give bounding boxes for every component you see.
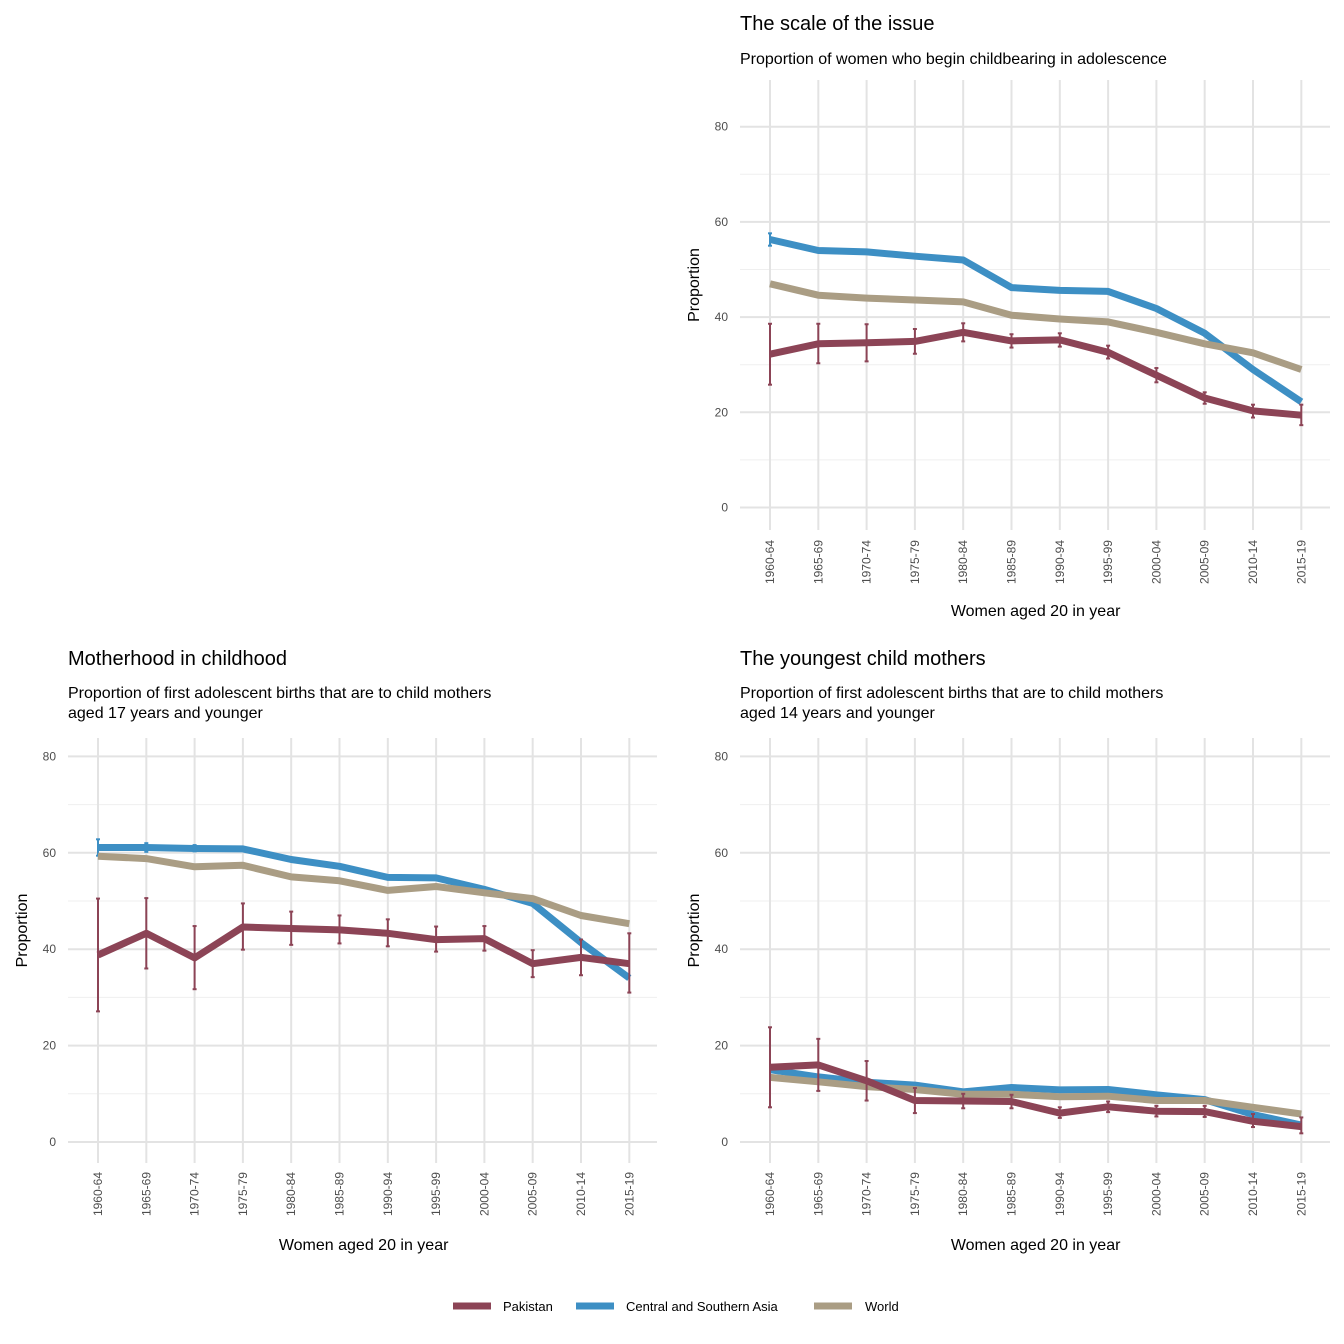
series-world: [769, 280, 1303, 373]
y-tick-label: 60: [715, 215, 729, 229]
x-tick-label: 2010-14: [574, 1172, 588, 1216]
y-tick-label: 20: [43, 1039, 57, 1053]
x-tick-label: 2015-19: [622, 1172, 636, 1216]
series-pakistan: [768, 1026, 1304, 1135]
x-tick-label: 1990-94: [1053, 1172, 1067, 1216]
x-tick-label: 1975-79: [908, 540, 922, 584]
series-line: [769, 1073, 1302, 1118]
chart-subtitle: Proportion of first adolescent births th…: [740, 685, 1163, 702]
x-tick-label: 2015-19: [1294, 540, 1308, 584]
grid: [740, 738, 1330, 1163]
x-tick-label: 1970-74: [860, 1172, 874, 1216]
panel-scale-of-issue: 0 20 40 60 80 1960-64 1965-69 1970-74 1975-79 198…: [686, 13, 1330, 620]
x-tick-label: 1985-89: [1005, 540, 1019, 584]
series-line: [98, 844, 632, 981]
y-tick-label: 0: [721, 1135, 728, 1149]
series-line: [769, 328, 1302, 419]
x-tick-label: 1960-64: [763, 540, 777, 584]
series-world: [769, 1073, 1302, 1118]
x-tick-label: 1995-99: [1101, 540, 1115, 584]
x-axis-title: Women aged 20 in year: [951, 1237, 1121, 1254]
legend-label: World: [865, 1299, 899, 1314]
chart-subtitle: Proportion of women who begin childbeari…: [740, 51, 1167, 68]
x-tick-label: 2015-19: [1294, 1172, 1308, 1216]
y-tick-label: 80: [715, 120, 729, 134]
y-axis-title: Proportion: [14, 894, 31, 968]
y-axis-title: Proportion: [686, 894, 703, 968]
x-tick-label: 1990-94: [1053, 540, 1067, 584]
legend-label: Central and Southern Asia: [626, 1299, 779, 1314]
x-tick-label: 1985-89: [333, 1172, 347, 1216]
x-tick-label: 1965-69: [811, 540, 825, 584]
legend: Pakistan Central and Southern Asia World: [453, 1299, 899, 1314]
y-tick-label: 80: [715, 749, 729, 763]
x-tick-label: 2000-04: [1149, 540, 1163, 584]
series-line: [769, 1061, 1302, 1131]
x-tick-label: 2005-09: [1198, 540, 1212, 584]
x-tick-label: 1995-99: [429, 1172, 443, 1216]
y-tick-label: 40: [715, 310, 729, 324]
x-tick-label: 2005-09: [526, 1172, 540, 1216]
y-tick-label: 0: [49, 1135, 56, 1149]
y-tick-label: 60: [43, 846, 57, 860]
x-tick-label: 2010-14: [1246, 540, 1260, 584]
series-central-and-southern-asia: [768, 232, 1304, 405]
y-tick-label: 0: [721, 501, 728, 515]
x-tick-label: 1980-84: [284, 1172, 298, 1216]
series-pakistan: [768, 322, 1304, 427]
chart-title: The scale of the issue: [740, 13, 935, 35]
x-axis-title: Women aged 20 in year: [279, 1237, 449, 1254]
x-tick-label: 1970-74: [188, 1172, 202, 1216]
x-tick-label: 2000-04: [477, 1172, 491, 1216]
y-tick-label: 40: [715, 942, 729, 956]
chart-title: Motherhood in childhood: [68, 648, 287, 670]
x-tick-label: 1975-79: [908, 1172, 922, 1216]
panel-youngest-child-mothers: 0 20 40 60 80 1960-64 1965-69 1970-74 1975-79 198…: [686, 648, 1330, 1254]
y-axis-title: Proportion: [686, 248, 703, 322]
legend-label: Pakistan: [503, 1299, 553, 1314]
y-tick-label: 40: [43, 942, 57, 956]
x-tick-label: 1965-69: [811, 1172, 825, 1216]
x-tick-label: 2000-04: [1149, 1172, 1163, 1216]
series-line: [97, 852, 630, 928]
x-tick-label: 1960-64: [763, 1172, 777, 1216]
chart-subtitle: aged 17 years and younger: [68, 705, 263, 722]
chart-title: The youngest child mothers: [740, 648, 986, 670]
x-tick-label: 1980-84: [956, 1172, 970, 1216]
x-tick-label: 1990-94: [381, 1172, 395, 1216]
x-tick-label: 1995-99: [1101, 1172, 1115, 1216]
x-tick-label: 2010-14: [1246, 1172, 1260, 1216]
series-line: [769, 236, 1304, 405]
chart-subtitle: aged 14 years and younger: [740, 705, 935, 722]
y-tick-label: 20: [715, 1039, 729, 1053]
x-tick-label: 1965-69: [139, 1172, 153, 1216]
x-tick-label: 1970-74: [860, 540, 874, 584]
y-tick-label: 80: [43, 749, 57, 763]
panel-motherhood-in-childhood: 0 20 40 60 80 1960-64 1965-69 1970-74 1975-79 198…: [14, 648, 657, 1254]
series-pakistan: [96, 897, 632, 1013]
series-line: [96, 923, 630, 968]
y-tick-label: 60: [715, 846, 729, 860]
x-tick-label: 1960-64: [91, 1172, 105, 1216]
chart-subtitle: Proportion of first adolescent births th…: [68, 685, 491, 702]
series-central-and-southern-asia: [96, 838, 632, 981]
x-tick-label: 1975-79: [236, 1172, 250, 1216]
x-tick-label: 2005-09: [1198, 1172, 1212, 1216]
grid: [740, 80, 1330, 530]
x-axis-title: Women aged 20 in year: [951, 603, 1121, 620]
x-tick-label: 1980-84: [956, 540, 970, 584]
series-line: [769, 280, 1303, 373]
grid: [68, 738, 657, 1163]
series-world: [97, 852, 630, 928]
x-tick-label: 1985-89: [1005, 1172, 1019, 1216]
y-tick-label: 20: [715, 405, 729, 419]
